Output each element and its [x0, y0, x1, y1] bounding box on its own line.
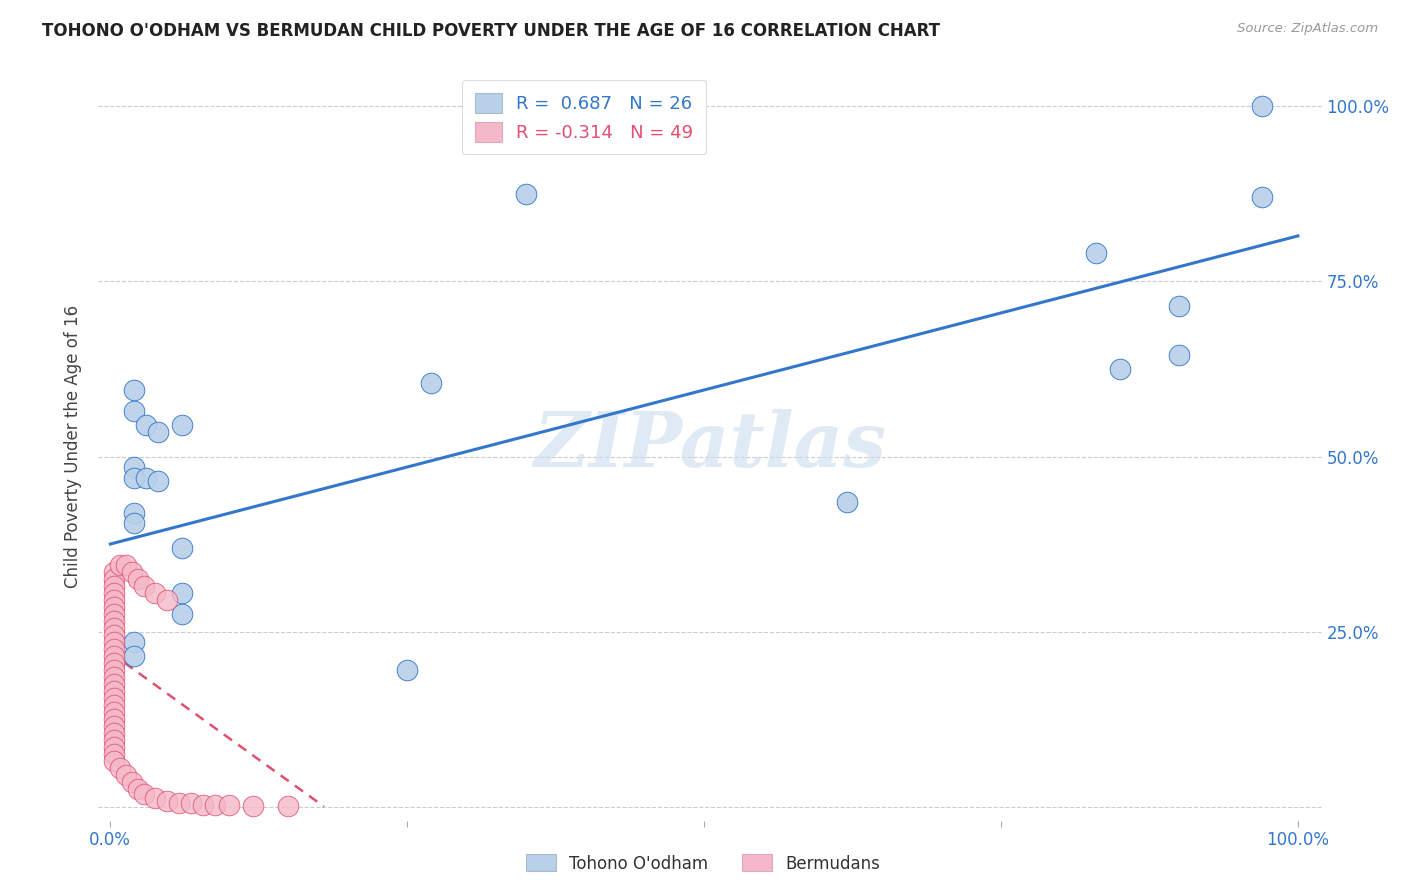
Point — [1108, 362, 1130, 376]
Point — [146, 474, 169, 488]
Point — [242, 799, 264, 814]
Point — [156, 794, 179, 808]
Point — [103, 733, 125, 747]
Point — [396, 663, 419, 677]
Point — [122, 506, 145, 520]
Point — [122, 649, 145, 664]
Point — [1251, 99, 1274, 113]
Point — [420, 376, 443, 390]
Point — [132, 579, 155, 593]
Point — [103, 628, 125, 642]
Point — [122, 404, 145, 418]
Point — [121, 565, 143, 579]
Point — [122, 635, 145, 649]
Point — [122, 516, 145, 530]
Point — [103, 684, 125, 698]
Point — [103, 656, 125, 670]
Point — [103, 607, 125, 621]
Point — [108, 558, 131, 572]
Point — [114, 768, 136, 782]
Point — [277, 799, 299, 814]
Point — [103, 621, 125, 635]
Point — [127, 782, 149, 797]
Point — [170, 541, 193, 555]
Point — [156, 593, 179, 607]
Point — [108, 761, 131, 775]
Point — [103, 719, 125, 733]
Point — [135, 470, 157, 484]
Point — [103, 691, 125, 706]
Point — [132, 787, 155, 801]
Point — [204, 797, 226, 812]
Point — [121, 775, 143, 789]
Point — [170, 417, 193, 432]
Point — [103, 600, 125, 615]
Point — [1251, 190, 1274, 204]
Point — [515, 186, 537, 201]
Text: TOHONO O'ODHAM VS BERMUDAN CHILD POVERTY UNDER THE AGE OF 16 CORRELATION CHART: TOHONO O'ODHAM VS BERMUDAN CHILD POVERTY… — [42, 22, 941, 40]
Point — [218, 798, 240, 813]
Point — [103, 565, 125, 579]
Y-axis label: Child Poverty Under the Age of 16: Child Poverty Under the Age of 16 — [65, 304, 83, 588]
Point — [103, 754, 125, 768]
Point — [127, 572, 149, 586]
Point — [180, 796, 202, 810]
Point — [103, 635, 125, 649]
Point — [103, 677, 125, 691]
Point — [146, 425, 169, 439]
Point — [167, 796, 190, 810]
Point — [103, 614, 125, 628]
Point — [103, 712, 125, 726]
Point — [103, 642, 125, 657]
Point — [103, 572, 125, 586]
Point — [103, 670, 125, 684]
Text: Source: ZipAtlas.com: Source: ZipAtlas.com — [1237, 22, 1378, 36]
Point — [103, 726, 125, 740]
Point — [170, 586, 193, 600]
Point — [103, 593, 125, 607]
Point — [145, 791, 167, 805]
Point — [170, 607, 193, 621]
Point — [835, 495, 858, 509]
Point — [103, 663, 125, 677]
Point — [103, 586, 125, 600]
Point — [1168, 348, 1191, 362]
Point — [191, 797, 214, 812]
Point — [122, 460, 145, 475]
Point — [122, 383, 145, 397]
Point — [1085, 246, 1108, 260]
Point — [114, 558, 136, 572]
Point — [1168, 299, 1191, 313]
Point — [145, 586, 167, 600]
Point — [135, 417, 157, 432]
Point — [103, 705, 125, 719]
Legend: R =  0.687   N = 26, R = -0.314   N = 49: R = 0.687 N = 26, R = -0.314 N = 49 — [463, 80, 706, 154]
Point — [103, 579, 125, 593]
Point — [122, 470, 145, 484]
Point — [103, 649, 125, 664]
Point — [103, 747, 125, 761]
Point — [103, 698, 125, 712]
Text: ZIPatlas: ZIPatlas — [533, 409, 887, 483]
Legend: Tohono O'odham, Bermudans: Tohono O'odham, Bermudans — [519, 847, 887, 880]
Point — [103, 740, 125, 755]
